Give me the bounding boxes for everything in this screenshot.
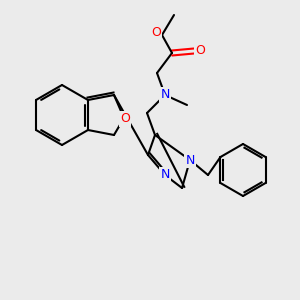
Text: O: O: [120, 112, 130, 125]
Text: N: N: [160, 88, 170, 101]
Text: O: O: [195, 44, 205, 58]
Text: N: N: [185, 154, 195, 166]
Text: O: O: [151, 26, 161, 40]
Text: N: N: [160, 169, 170, 182]
